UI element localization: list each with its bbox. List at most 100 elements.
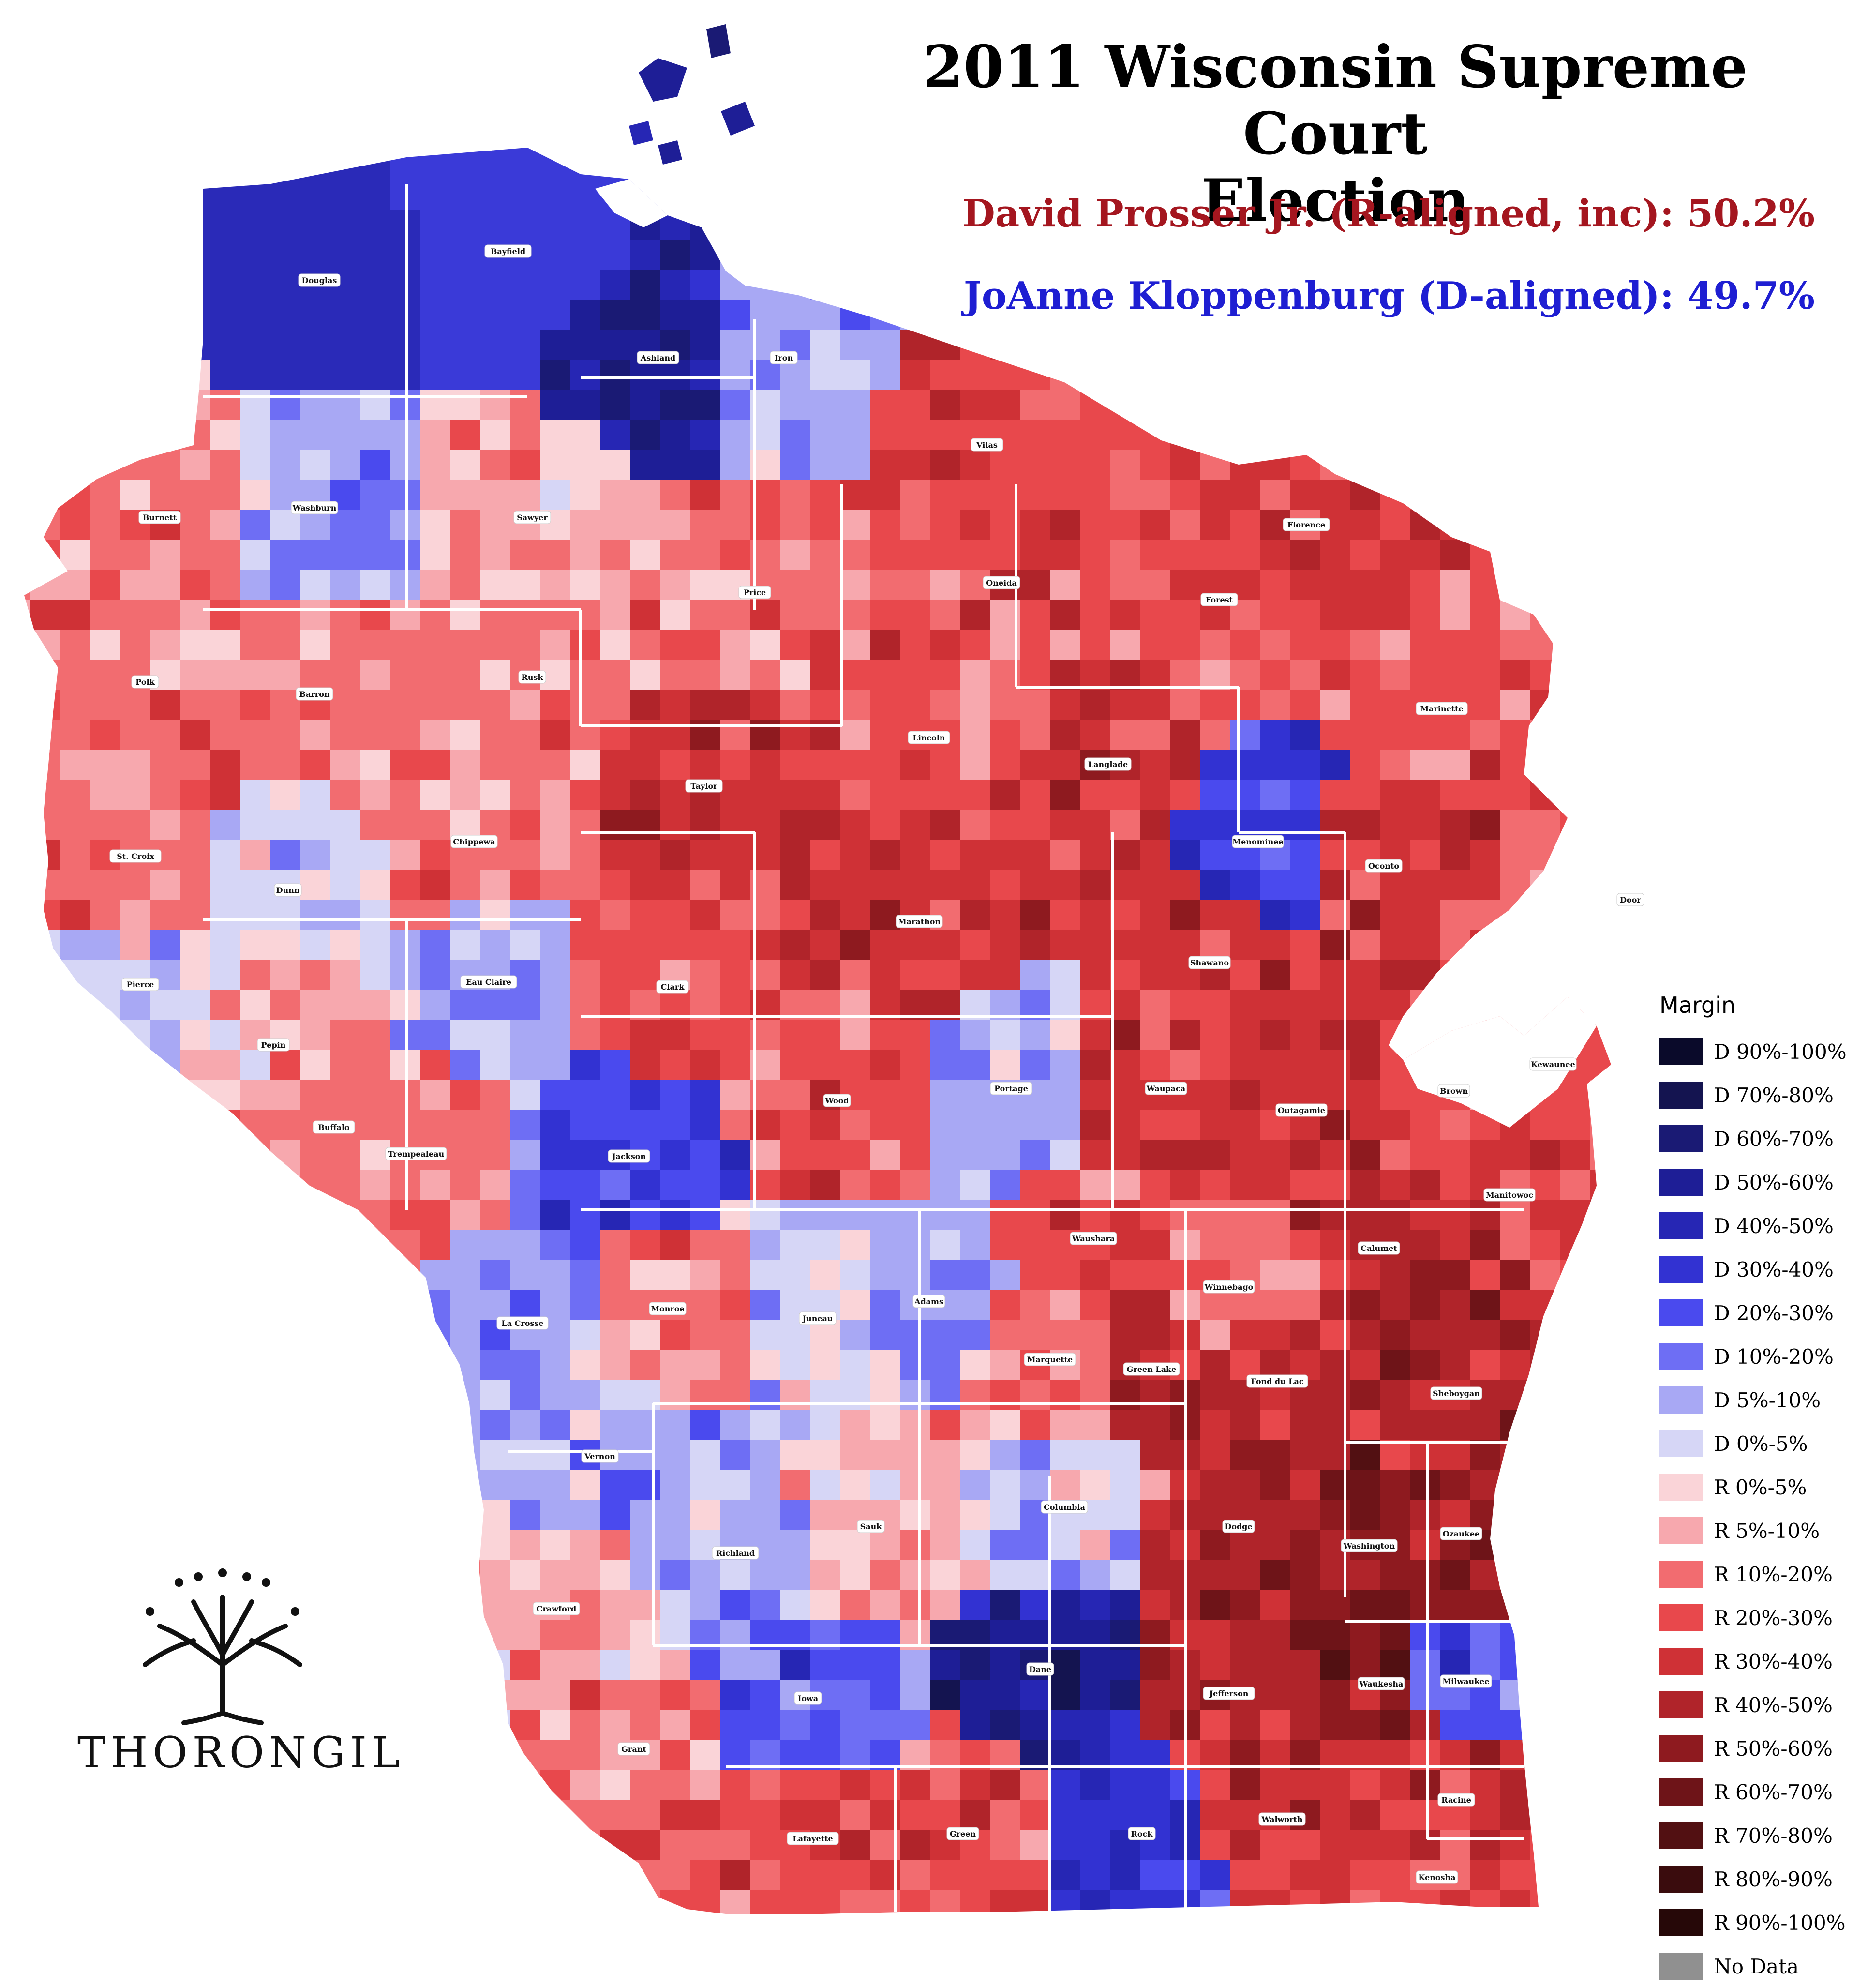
precinct bbox=[630, 1170, 660, 1201]
precinct bbox=[210, 1350, 240, 1381]
precinct bbox=[240, 690, 270, 721]
precinct bbox=[720, 1830, 750, 1861]
precinct bbox=[930, 1770, 960, 1801]
precinct bbox=[1470, 1770, 1500, 1801]
precinct bbox=[1110, 1500, 1140, 1531]
precinct bbox=[240, 1320, 270, 1351]
precinct bbox=[1560, 1260, 1590, 1291]
precinct bbox=[1080, 780, 1110, 811]
precinct bbox=[90, 180, 120, 211]
precinct bbox=[24, 210, 30, 241]
precinct bbox=[1290, 570, 1320, 601]
precinct bbox=[1350, 1830, 1380, 1861]
precinct bbox=[1320, 1710, 1350, 1741]
precinct bbox=[990, 1200, 1020, 1231]
precinct bbox=[960, 330, 990, 361]
precinct bbox=[90, 660, 120, 691]
precinct bbox=[1050, 1680, 1080, 1711]
precinct bbox=[1200, 1800, 1230, 1831]
precinct bbox=[810, 1530, 840, 1561]
county-name: Jefferson bbox=[1209, 1689, 1249, 1698]
county-name: Marquette bbox=[1027, 1355, 1073, 1364]
precinct bbox=[360, 270, 390, 301]
precinct bbox=[1470, 630, 1500, 661]
precinct bbox=[990, 1500, 1020, 1531]
precinct bbox=[1560, 720, 1590, 751]
precinct bbox=[930, 1230, 960, 1261]
precinct bbox=[630, 1680, 660, 1711]
county-label: Crawford bbox=[533, 1602, 580, 1615]
precinct bbox=[450, 930, 480, 961]
precinct bbox=[270, 150, 300, 181]
precinct bbox=[1410, 1800, 1440, 1831]
precinct bbox=[750, 630, 780, 661]
precinct bbox=[690, 180, 720, 211]
precinct bbox=[1530, 540, 1560, 571]
precinct bbox=[960, 1320, 990, 1351]
precinct bbox=[180, 990, 210, 1021]
precinct bbox=[300, 510, 330, 541]
precinct bbox=[900, 360, 930, 391]
county-label-background bbox=[1123, 1362, 1180, 1376]
precinct bbox=[300, 930, 330, 961]
precinct bbox=[1080, 1170, 1110, 1201]
precinct bbox=[780, 1560, 810, 1591]
precinct bbox=[540, 540, 570, 571]
precinct bbox=[540, 1500, 570, 1531]
precinct bbox=[450, 660, 480, 691]
precinct bbox=[1290, 330, 1320, 361]
precinct bbox=[1140, 1560, 1170, 1591]
precinct bbox=[30, 1530, 60, 1561]
precinct bbox=[1050, 900, 1080, 931]
precinct bbox=[750, 148, 780, 151]
precinct bbox=[30, 300, 60, 331]
precinct bbox=[210, 690, 240, 721]
precinct bbox=[900, 1260, 930, 1291]
precinct bbox=[840, 930, 870, 961]
precinct bbox=[90, 1260, 120, 1291]
precinct bbox=[720, 1020, 750, 1051]
precinct bbox=[1470, 1230, 1500, 1261]
precinct bbox=[960, 1350, 990, 1381]
county-label-background bbox=[990, 1082, 1032, 1095]
precinct bbox=[480, 420, 510, 451]
precinct bbox=[690, 630, 720, 661]
precinct bbox=[360, 1530, 390, 1561]
county-name: Grant bbox=[621, 1745, 646, 1754]
county-label-background bbox=[1283, 518, 1330, 531]
precinct bbox=[600, 450, 630, 481]
precinct bbox=[1410, 420, 1440, 451]
precinct bbox=[1530, 1770, 1560, 1801]
precinct bbox=[990, 750, 1020, 781]
precinct bbox=[1620, 420, 1650, 451]
precinct bbox=[990, 0, 1020, 30]
precinct bbox=[30, 1440, 60, 1471]
precinct bbox=[570, 180, 600, 211]
precinct bbox=[1140, 900, 1170, 931]
precinct bbox=[690, 1380, 720, 1411]
precinct bbox=[1410, 1500, 1440, 1531]
county-label-background bbox=[794, 1691, 822, 1705]
precinct bbox=[1200, 1650, 1230, 1681]
precinct bbox=[1170, 780, 1200, 811]
precinct bbox=[600, 60, 630, 90]
precinct bbox=[780, 390, 810, 421]
precinct bbox=[900, 1500, 930, 1531]
precinct bbox=[1140, 240, 1170, 271]
precinct bbox=[330, 1230, 360, 1261]
precinct bbox=[930, 1680, 960, 1711]
precinct bbox=[600, 960, 630, 991]
precinct bbox=[990, 1560, 1020, 1591]
precinct bbox=[660, 1380, 690, 1411]
precinct bbox=[60, 660, 90, 691]
precinct bbox=[660, 1320, 690, 1351]
precinct bbox=[450, 330, 480, 361]
precinct bbox=[330, 1890, 360, 1914]
precinct bbox=[270, 1080, 300, 1111]
precinct bbox=[1350, 990, 1380, 1021]
precinct bbox=[1230, 450, 1260, 481]
precinct bbox=[1230, 1410, 1260, 1441]
precinct bbox=[1560, 510, 1590, 541]
precinct bbox=[0, 30, 30, 60]
precinct bbox=[780, 270, 810, 301]
